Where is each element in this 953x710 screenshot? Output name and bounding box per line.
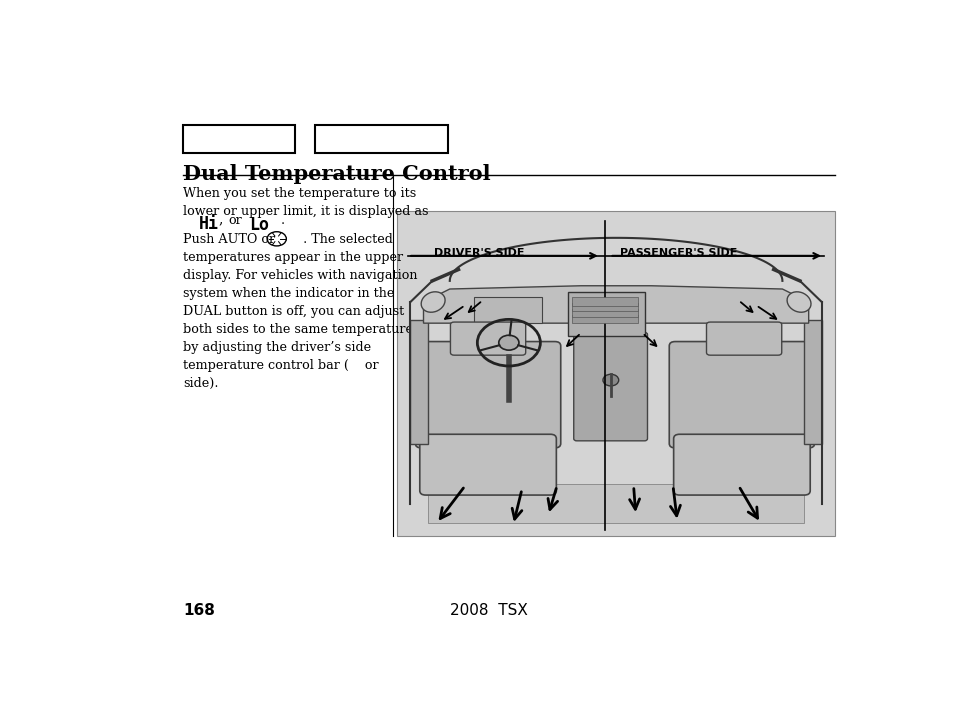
FancyBboxPatch shape [573,332,647,441]
Bar [314,124,448,153]
Bar [567,293,644,336]
Text: Push AUTO or       . The selected
temperatures appear in the upper
display. For : Push AUTO or . The selected temperatures… [183,233,416,390]
Text: ,: , [218,212,222,226]
Bar [183,124,294,153]
Text: DRIVER'S SIDE: DRIVER'S SIDE [434,248,524,258]
Text: PASSENGER'S SIDE: PASSENGER'S SIDE [619,248,737,258]
Bar [410,320,428,444]
Text: Hi: Hi [199,214,219,233]
FancyBboxPatch shape [419,435,556,495]
Bar [396,211,834,536]
Bar [474,297,541,323]
Polygon shape [423,285,808,323]
Text: or: or [228,214,241,227]
FancyBboxPatch shape [669,342,814,448]
Text: Lo: Lo [249,216,269,234]
Bar [803,320,821,444]
FancyBboxPatch shape [706,322,781,355]
FancyBboxPatch shape [415,342,560,448]
Ellipse shape [786,292,810,312]
Text: Dual Temperature Control: Dual Temperature Control [183,164,490,184]
Text: .: . [280,214,284,227]
Text: When you set the temperature to its
lower or upper limit, it is displayed as: When you set the temperature to its lowe… [183,187,428,218]
FancyBboxPatch shape [673,435,809,495]
Ellipse shape [420,292,445,312]
Bar [572,315,638,323]
Circle shape [498,335,518,350]
Bar [428,484,803,523]
Bar [572,297,638,305]
Text: 2008  TSX: 2008 TSX [450,603,527,618]
Bar [572,303,638,312]
Text: 168: 168 [183,603,214,618]
Circle shape [602,374,618,386]
Bar [572,309,638,317]
FancyBboxPatch shape [450,322,525,355]
